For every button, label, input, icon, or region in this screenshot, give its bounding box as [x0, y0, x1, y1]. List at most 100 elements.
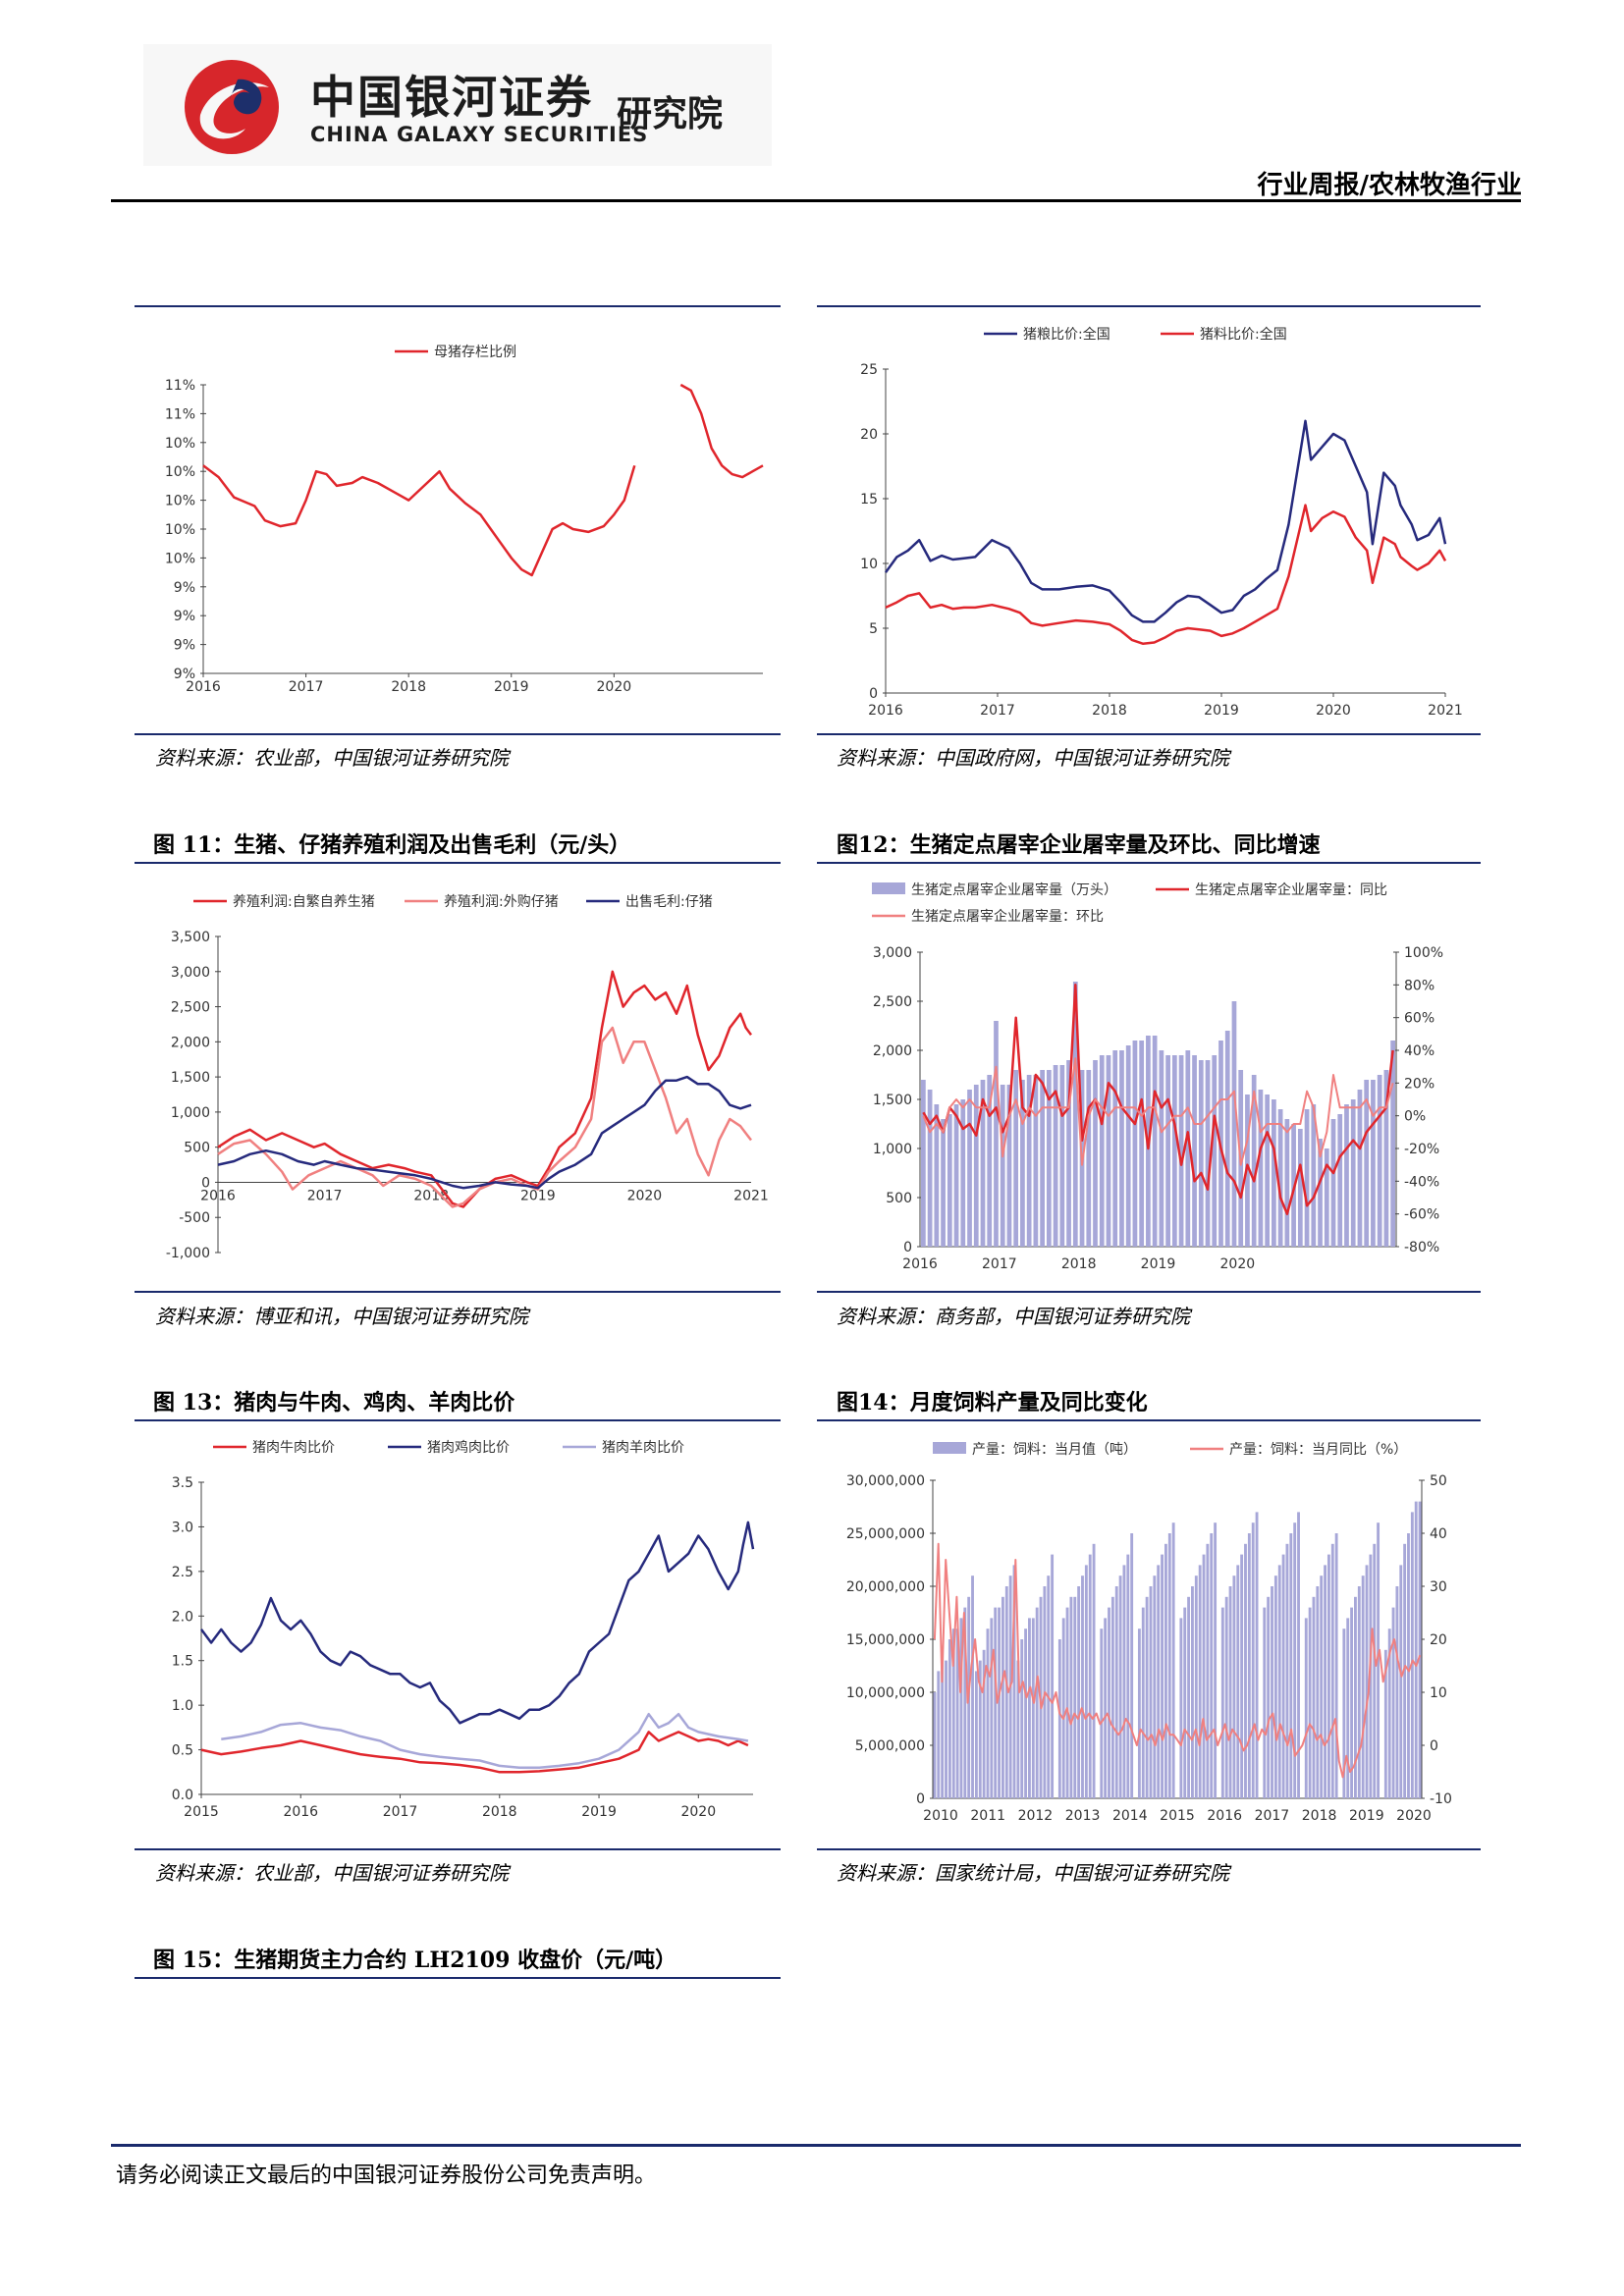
y-tick-label: -500: [179, 1210, 210, 1226]
bar: [1161, 1554, 1164, 1798]
legend-label: 生猪定点屠宰企业屠宰量：环比: [911, 908, 1104, 925]
y-tick-label: 3.5: [172, 1475, 193, 1491]
x-tick-label: 2016: [868, 703, 903, 719]
bar: [1285, 1543, 1289, 1798]
panel-rule: [817, 1848, 1481, 1850]
bar: [1149, 1586, 1153, 1798]
x-tick-label: 2017: [383, 1804, 418, 1820]
panel-rule: [135, 1419, 781, 1421]
bar: [955, 1629, 959, 1798]
bar: [1312, 1596, 1316, 1798]
bar: [1214, 1522, 1218, 1798]
bar: [1391, 1607, 1395, 1798]
header-rule: [111, 199, 1521, 202]
bar: [1228, 1586, 1232, 1798]
x-tick-label: 2020: [1316, 703, 1351, 719]
bar: [1403, 1543, 1407, 1798]
bar: [978, 1660, 982, 1798]
y-tick-label: 10%: [165, 522, 195, 538]
x-tick-label: 2018: [1092, 703, 1127, 719]
disclaimer-note: 请务必阅读正文最后的中国银河证券股份公司免责声明。: [116, 2163, 657, 2188]
bar: [1383, 1649, 1387, 1798]
bar: [1271, 1586, 1273, 1798]
logo-institute: 研究院: [617, 94, 724, 134]
x-tick-label: 2018: [482, 1804, 517, 1820]
y-tick-label: 2,500: [873, 994, 912, 1010]
bar: [1171, 1055, 1177, 1247]
bar: [1354, 1596, 1357, 1798]
y-tick-label: 15,000,000: [846, 1632, 925, 1648]
legend-label: 产量：饲料：当月值（吨）: [972, 1442, 1137, 1458]
bar: [1013, 1070, 1019, 1247]
bar: [1344, 1104, 1349, 1247]
x-tick-label: 2018: [413, 1188, 449, 1203]
x-tick-label: 2017: [289, 679, 324, 695]
y-tick-label: 1,000: [171, 1105, 210, 1121]
bar: [1126, 1554, 1130, 1798]
bar: [1258, 1090, 1264, 1247]
legend-label: 出售毛利:仔猪: [625, 894, 713, 910]
logo-chinese-name: 中国银河证券: [310, 71, 593, 124]
bar: [1092, 1543, 1096, 1798]
bar: [1106, 1055, 1111, 1247]
x-tick-label: 2019: [581, 1804, 617, 1820]
bar: [1277, 1565, 1281, 1798]
y-tick-label: 11%: [165, 406, 195, 422]
y-tick-label: 25: [860, 362, 878, 378]
panel-rule: [135, 733, 781, 735]
bar: [1377, 1075, 1382, 1247]
legend-swatch: [872, 882, 905, 894]
series-line: [884, 419, 1447, 623]
y-tick-label: 1,000: [873, 1142, 912, 1157]
bar: [986, 1629, 990, 1798]
bar: [1284, 1119, 1290, 1247]
y-tick-label: -20%: [1404, 1142, 1439, 1157]
x-tick-label: 2013: [1065, 1808, 1101, 1824]
x-tick-label: 2017: [307, 1188, 343, 1203]
panel-rule: [135, 1977, 781, 1979]
figure-source: 资料来源：博亚和讯，中国银河证券研究院: [155, 1305, 528, 1328]
bar: [1324, 1148, 1329, 1247]
bar: [1267, 1596, 1271, 1798]
bar: [1224, 1596, 1228, 1798]
y-tick-label: 0: [1430, 1738, 1438, 1754]
y-tick-label: 0: [869, 686, 878, 702]
legend-label: 猪肉羊肉比价: [602, 1440, 684, 1456]
panel-rule: [135, 305, 781, 307]
bar: [1318, 1139, 1323, 1247]
y-tick-label: 15: [860, 492, 878, 507]
y-tick-label: 9%: [174, 580, 195, 596]
y-tick-label: 5: [869, 621, 878, 637]
y-tick-label: 9%: [174, 609, 195, 624]
figure-source: 资料来源：国家统计局，中国银河证券研究院: [837, 1861, 1229, 1885]
x-tick-label: 2018: [1302, 1808, 1337, 1824]
bar: [1141, 1607, 1145, 1798]
series-line: [922, 984, 1394, 1215]
y-tick-label: 3,500: [171, 930, 210, 945]
panel-rule: [817, 305, 1481, 307]
bar: [1308, 1607, 1312, 1798]
bar: [1247, 1533, 1251, 1798]
bar: [1130, 1533, 1134, 1798]
x-tick-label: 2016: [902, 1256, 938, 1272]
bar: [1040, 1070, 1045, 1247]
x-tick-label: 2019: [1349, 1808, 1384, 1824]
y-tick-label: 0: [903, 1240, 912, 1255]
chart-sow-ratio: 母猪存栏比例 9% 9% 9% 9% 10% 10% 10% 10% 10% 11% 11% 2016 2…: [165, 345, 764, 695]
bar: [1224, 1031, 1230, 1247]
bar: [1240, 1554, 1244, 1798]
bar: [1053, 1065, 1058, 1247]
bar: [1289, 1533, 1293, 1798]
bar: [1330, 1543, 1334, 1798]
bar: [971, 1575, 974, 1798]
x-tick-label: 2018: [1061, 1256, 1097, 1272]
bar: [1205, 1060, 1211, 1247]
series-line: [217, 1026, 752, 1208]
bar: [973, 1085, 979, 1247]
bar: [1212, 1055, 1218, 1247]
chart-slaughter: 生猪定点屠宰企业屠宰量（万头） 生猪定点屠宰企业屠宰量：同比生猪定点屠宰企业屠宰量…: [872, 881, 1443, 1272]
logo-english-name: CHINA GALAXY SECURITIES: [310, 123, 649, 146]
x-tick-label: 2020: [1220, 1256, 1256, 1272]
legend-label: 产量：饲料：当月同比（%）: [1229, 1442, 1407, 1458]
bar: [1099, 1055, 1105, 1247]
